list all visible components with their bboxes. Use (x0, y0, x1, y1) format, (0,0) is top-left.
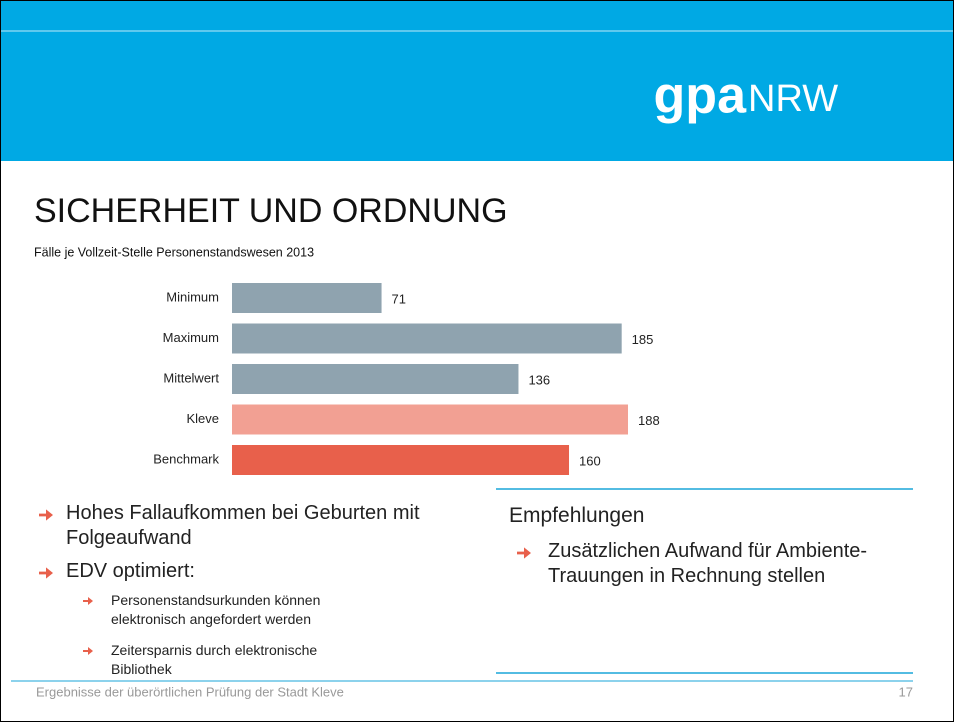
bar (232, 404, 628, 435)
bullet-arrow (39, 567, 53, 579)
value-label: 185 (632, 332, 654, 347)
category-label: Minimum (166, 289, 219, 304)
slide-title: SICHERHEIT UND ORDNUNG (34, 192, 508, 230)
bullet-text: Hohes Fallaufkommen bei Geburten mit Fol… (66, 502, 420, 549)
sub-bullet-text: Personenstandsurkunden können elektronis… (111, 592, 321, 627)
value-label: 188 (638, 413, 660, 428)
bar (232, 445, 570, 475)
chart-title: Fälle je Vollzeit-Stelle Personenstandsw… (34, 245, 314, 259)
category-label: Mittelwert (163, 370, 219, 385)
bullet-arrow (83, 597, 93, 605)
logo-light: NRW (748, 78, 838, 120)
recommendations-heading: Empfehlungen (509, 504, 645, 527)
header-band (1, 1, 953, 161)
bullet-arrow (517, 547, 531, 559)
value-label: 71 (392, 291, 406, 306)
value-label: 136 (528, 372, 550, 387)
page-number: 17 (899, 684, 913, 699)
bullet-arrow (83, 647, 93, 655)
logo-bold: gpa (654, 67, 748, 125)
bar (232, 364, 519, 394)
bullet-text: EDV optimiert: (66, 560, 195, 582)
bullet-arrow (39, 509, 53, 521)
bar (232, 323, 622, 354)
footer-text: Ergebnisse der überörtlichen Prüfung der… (36, 684, 344, 699)
bar (232, 283, 382, 313)
sub-bullet-text: Zeitersparnis durch elektronische Biblio… (111, 642, 318, 677)
category-label: Kleve (186, 411, 219, 426)
recommendation-text: Zusätzlichen Aufwand für Ambiente-Trauun… (548, 540, 868, 587)
value-label: 160 (579, 453, 601, 468)
category-label: Maximum (163, 330, 219, 345)
category-label: Benchmark (153, 451, 219, 466)
